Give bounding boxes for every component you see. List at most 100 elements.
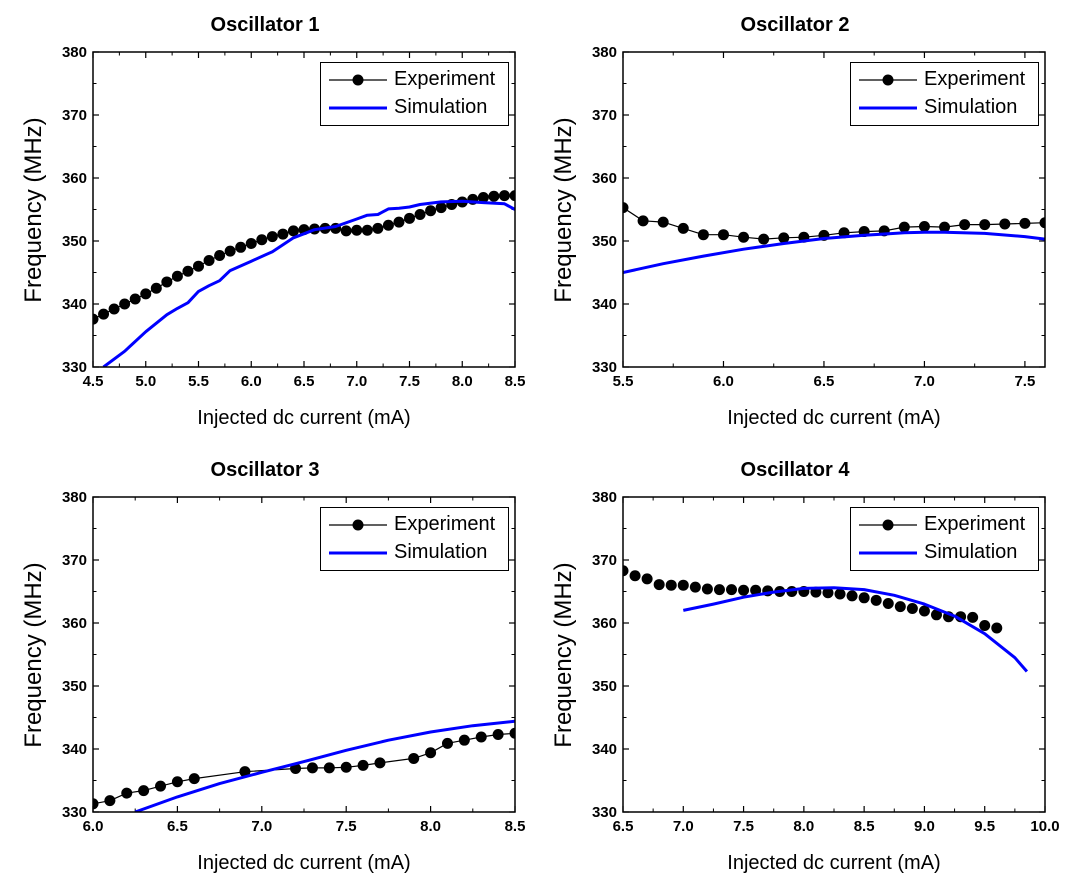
experiment-point	[641, 573, 653, 585]
legend-item-experiment: Experiment	[321, 65, 508, 95]
experiment-point	[203, 255, 215, 267]
experiment-point	[717, 229, 729, 241]
legend-item-experiment: Experiment	[851, 510, 1038, 540]
legend: Experiment Simulation	[850, 507, 1039, 571]
chart-title: Oscillator 4	[740, 459, 850, 481]
x-tick-label: 9.0	[914, 818, 935, 835]
legend-symbol-simulation	[329, 551, 387, 555]
experiment-point	[150, 282, 162, 294]
experiment-point	[488, 190, 500, 202]
x-tick-label: 6.5	[814, 373, 835, 390]
x-tick-label: 8.5	[505, 373, 526, 390]
experiment-point	[689, 581, 701, 593]
legend-label-simulation: Simulation	[394, 541, 488, 563]
legend-label-experiment: Experiment	[394, 513, 496, 535]
experiment-point	[239, 766, 251, 778]
experiment-point	[129, 293, 141, 305]
x-tick-label: 6.0	[241, 373, 262, 390]
simulation-line	[102, 199, 515, 367]
plot-frame	[622, 496, 1046, 813]
legend-label-simulation: Simulation	[924, 96, 1018, 118]
simulation-line	[682, 586, 1029, 673]
experiment-point	[653, 579, 665, 591]
plot-area: 5.5 6.0 6.5 7.0 7.5 330 340 350 360 370 380	[592, 44, 1046, 390]
series-group	[623, 202, 1045, 274]
experiment-point	[425, 747, 437, 759]
y-tick-label: 340	[592, 296, 617, 313]
legend-item-simulation: Simulation	[321, 538, 508, 568]
legend-label-simulation: Simulation	[394, 96, 488, 118]
x-tick-label: 8.0	[452, 373, 473, 390]
experiment-point	[171, 270, 183, 282]
experiment-point	[171, 776, 183, 788]
experiment-point	[918, 221, 930, 233]
legend-item-simulation: Simulation	[851, 93, 1038, 123]
legend-symbol-experiment	[329, 74, 387, 86]
experiment-point	[713, 584, 725, 596]
experiment-point	[393, 216, 405, 228]
y-tick-label: 330	[62, 804, 87, 821]
series-group	[623, 565, 1029, 673]
experiment-point	[93, 313, 99, 325]
x-tick-label: 8.0	[420, 818, 441, 835]
legend-symbol-simulation	[859, 106, 917, 110]
experiment-point	[999, 218, 1011, 230]
chart-title: Oscillator 3	[210, 459, 320, 481]
y-tick-label: 370	[62, 552, 87, 569]
chart-panel-oscillator-1: 4.5 5.0 5.5 6.0 6.5 7.0 7.5 8.0 8.5 330 340 350 360 3…	[0, 0, 530, 445]
experiment-point	[256, 234, 268, 246]
y-tick-label: 380	[62, 489, 87, 506]
experiment-point	[306, 762, 318, 774]
experiment-point	[726, 584, 738, 596]
experiment-point	[235, 241, 247, 253]
y-tick-label: 340	[62, 741, 87, 758]
experiment-point	[637, 215, 649, 227]
legend-symbol-simulation	[329, 106, 387, 110]
experiment-point	[340, 225, 352, 237]
legend-symbol-simulation	[859, 551, 917, 555]
experiment-point	[119, 298, 131, 310]
y-tick-label: 380	[62, 44, 87, 61]
x-tick-label: 6.5	[294, 373, 315, 390]
experiment-point	[778, 232, 790, 244]
x-axis-label: Injected dc current (mA)	[197, 407, 411, 429]
experiment-point	[266, 231, 278, 243]
legend-symbol-experiment	[329, 519, 387, 531]
experiment-line	[623, 207, 1045, 240]
y-axis-label: Frequency (MHz)	[20, 561, 47, 748]
x-axis-label: Injected dc current (mA)	[727, 852, 941, 874]
x-tick-label: 5.0	[135, 373, 156, 390]
experiment-point	[930, 609, 942, 621]
legend: Experiment Simulation	[320, 62, 509, 126]
x-tick-label: 8.5	[505, 818, 526, 835]
experiment-point	[224, 245, 236, 257]
experiment-point	[623, 202, 629, 214]
legend-label-simulation: Simulation	[924, 541, 1018, 563]
experiment-point	[287, 225, 299, 237]
y-tick-label: 360	[62, 170, 87, 187]
x-tick-label: 5.5	[188, 373, 209, 390]
experiment-point	[858, 592, 870, 604]
x-tick-label: 5.5	[613, 373, 634, 390]
x-axis-label: Injected dc current (mA)	[727, 407, 941, 429]
experiment-point	[701, 583, 713, 595]
experiment-point	[140, 288, 152, 300]
experiment-point	[967, 611, 979, 623]
y-tick-label: 350	[62, 678, 87, 695]
experiment-point	[323, 762, 335, 774]
experiment-point	[834, 588, 846, 600]
experiment-point	[758, 233, 770, 245]
experiment-point	[93, 798, 99, 810]
experiment-point	[623, 565, 629, 577]
legend-item-experiment: Experiment	[321, 510, 508, 540]
x-tick-label: 7.5	[399, 373, 420, 390]
plot-area: 6.5 7.0 7.5 8.0 8.5 9.0 9.5 10.0 330 340 350 360 370…	[592, 489, 1060, 835]
y-tick-label: 360	[592, 170, 617, 187]
x-tick-label: 7.0	[346, 373, 367, 390]
experiment-point	[245, 238, 257, 250]
x-tick-label: 6.0	[83, 818, 104, 835]
experiment-point	[138, 785, 150, 797]
legend-label-experiment: Experiment	[924, 513, 1026, 535]
x-tick-label: 7.5	[1014, 373, 1035, 390]
y-tick-label: 380	[592, 44, 617, 61]
